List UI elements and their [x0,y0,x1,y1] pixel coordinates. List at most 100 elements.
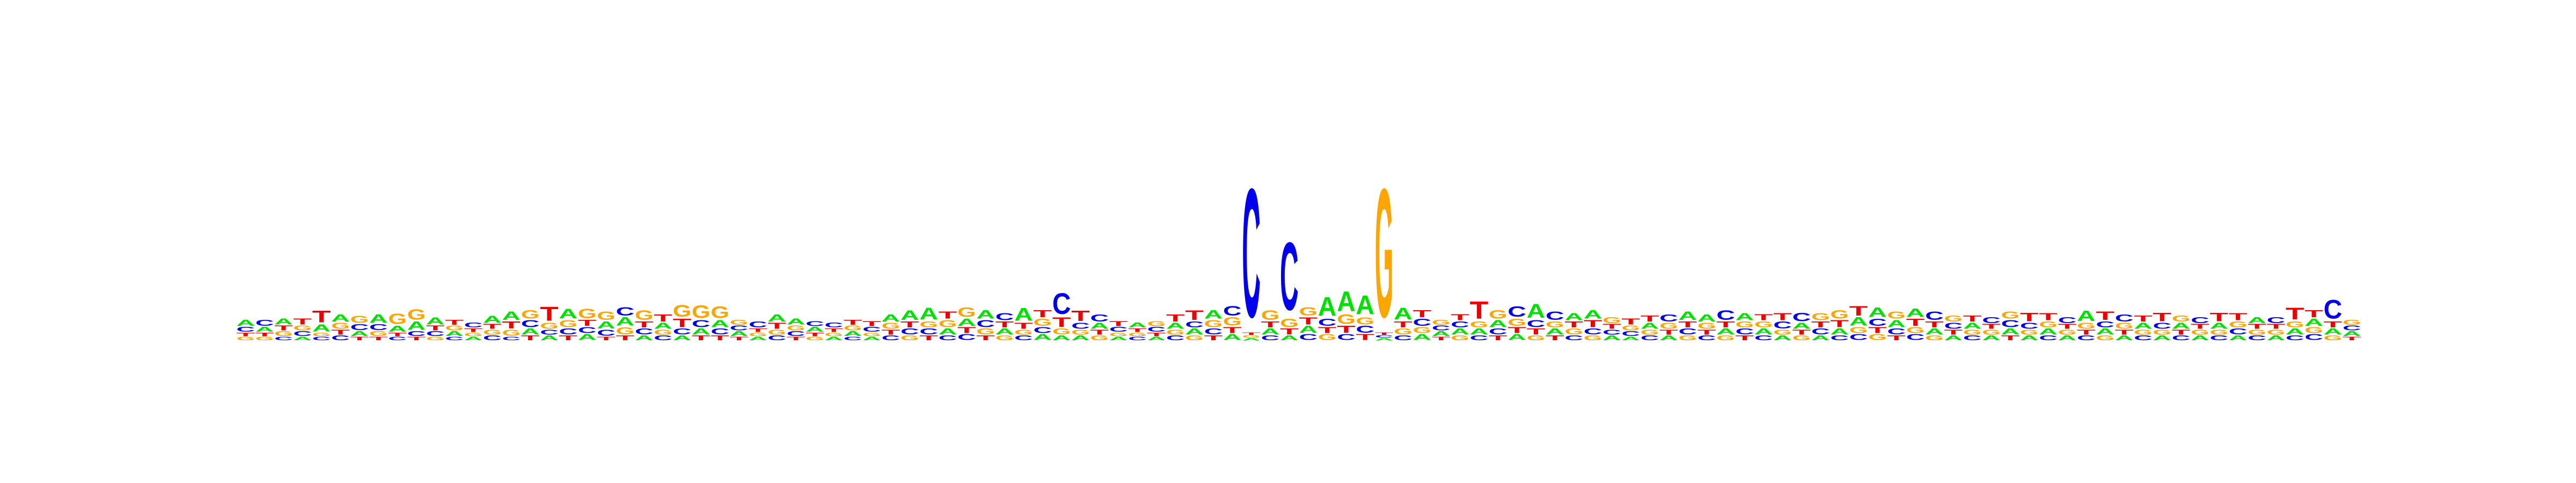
logo-letter-A-pos-77: A [1678,309,1697,323]
logo-letter-T-pos-40: T [976,334,995,342]
logo-letter-G-pos-78: G [1697,321,1716,331]
logo-letter-T-pos-10: T [407,336,426,342]
logo-letter-C-pos-71: C [1564,334,1583,342]
logo-letter-G-pos-70: G [1546,320,1564,329]
logo-letter-T-pos-111: T [2324,320,2343,330]
logo-letter-C-pos-88: C [1887,327,1906,336]
logo-letter-T-pos-51: T [1185,308,1204,323]
logo-letter-C-pos-4: C [293,330,312,338]
logo-letter-G-pos-15: G [502,328,521,338]
logo-letter-T-pos-68: T [1507,325,1526,335]
logo-letter-G-pos-16: G [521,308,540,321]
logo-letter-C-pos-65: C [1451,320,1469,329]
logo-letter-G-pos-104: G [2191,328,2209,336]
logo-letter-C-pos-56: C [1280,222,1299,330]
logo-letter-G-pos-36: G [901,334,919,342]
logo-letter-A-pos-107: A [2248,316,2266,325]
logo-letter-T-pos-22: T [635,320,654,330]
logo-letter-C-pos-105: C [2209,334,2228,342]
logo-letter-C-pos-79: C [1716,308,1735,323]
logo-letter-A-pos-105: A [2209,321,2228,331]
logo-letter-C-pos-46: C [1090,312,1109,324]
logo-letter-C-pos-30: C [787,330,806,338]
logo-letter-C-pos-90: C [1925,309,1944,323]
logo-letter-A-pos-63: A [1413,333,1431,342]
logo-letter-T-pos-81: T [1754,312,1773,322]
logo-letter-A-pos-37: A [919,304,938,323]
logo-letter-G-pos-86: G [1849,326,1868,335]
logo-letter-T-pos-108: T [2267,323,2286,331]
logo-letter-G-pos-17: G [540,321,559,331]
logo-letter-C-pos-20: C [597,328,616,338]
logo-letter-G-pos-94: G [2001,310,2020,321]
logo-letter-G-pos-24: G [673,302,692,320]
logo-letter-A-pos-15: A [502,309,521,323]
logo-letter-A-pos-47: A [1109,336,1128,341]
logo-letter-G-pos-66: G [1470,320,1489,329]
logo-letter-G-pos-21: G [616,325,634,336]
logo-letter-G-pos-103: G [2172,314,2191,324]
logo-letter-A-pos-96: A [2039,327,2058,336]
logo-letter-T-pos-63: T [1413,308,1431,319]
logo-letter-G-pos-90: G [1925,334,1944,342]
logo-letter-A-pos-93: A [1982,334,2001,342]
logo-letter-C-pos-53: C [1223,304,1242,319]
logo-letter-A-pos-81: A [1754,327,1773,336]
logo-letter-A-pos-89: A [1906,306,1925,320]
logo-letter-C-pos-96: C [2039,334,2058,342]
logo-letter-T-pos-37: T [919,334,938,342]
logo-letter-C-pos-55: C [1261,334,1280,342]
logo-letter-G-pos-46: G [1090,334,1109,342]
logo-letter-G-pos-7: G [350,314,369,325]
logo-letter-G-pos-79: G [1716,334,1735,342]
logo-letter-G-pos-105: G [2209,328,2228,336]
logo-letter-C-pos-95: C [2020,321,2039,331]
logo-letter-C-pos-7: C [350,323,369,332]
logo-letter-C-pos-62: C [1394,334,1413,342]
logo-letter-C-pos-103: C [2172,334,2191,342]
logo-letter-C-pos-102: C [2153,321,2171,331]
logo-letter-A-pos-73: A [1602,334,1621,342]
logo-letter-G-pos-44: G [1052,327,1071,336]
logo-letter-T-pos-54: T [1242,332,1261,335]
logo-letter-A-pos-61: A [1375,338,1394,341]
logo-letter-G-pos-106: G [2229,320,2248,329]
logo-letter-A-pos-48: A [1128,321,1147,329]
logo-letter-G-pos-10: G [407,306,426,323]
logo-letter-C-pos-25: C [692,318,711,330]
logo-letter-T-pos-67: T [1489,334,1507,342]
logo-letter-A-pos-49: A [1147,336,1166,341]
logo-letter-C-pos-60: C [1356,324,1374,335]
logo-letter-G-pos-23: G [654,328,672,336]
logo-letter-A-pos-33: A [844,330,862,338]
logo-letter-C-pos-63: C [1413,317,1431,328]
logo-letter-A-pos-10: A [407,319,426,333]
logo-letter-G-pos-67: G [1489,308,1507,321]
logo-letter-T-pos-33: T [844,319,862,326]
logo-letter-G-pos-41: G [996,334,1014,342]
logo-letter-C-pos-3: C [274,336,293,341]
logo-letter-T-pos-57: T [1299,315,1318,326]
logo-letter-T-pos-96: T [2039,311,2058,322]
logo-letter-T-pos-101: T [2134,314,2153,324]
logo-letter-G-pos-4: G [293,324,312,332]
logo-letter-C-pos-14: C [483,334,502,342]
logo-letter-C-pos-101: C [2134,334,2153,342]
logo-letter-G-pos-34: G [862,332,881,337]
logo-letter-C-pos-12: C [445,336,464,341]
logo-letter-C-pos-92: C [1963,334,1982,342]
logo-letter-A-pos-111: A [2324,327,2343,336]
logo-letter-T-pos-41: T [996,320,1014,330]
logo-letter-C-pos-93: C [1982,316,2001,325]
logo-letter-T-pos-53: T [1223,325,1242,335]
logo-letter-C-pos-57: C [1299,333,1318,342]
logo-letter-G-pos-45: G [1071,328,1090,336]
logo-letter-G-pos-5: G [312,332,331,337]
logo-letter-G-pos-29: G [767,328,786,336]
logo-letter-T-pos-46: T [1090,328,1109,336]
logo-letter-G-pos-87: G [1868,333,1887,342]
logo-letter-T-pos-38: T [939,310,957,321]
logo-letter-T-pos-35: T [881,328,900,336]
logo-letter-C-pos-64: C [1432,324,1451,332]
logo-letter-A-pos-23: A [654,321,672,331]
